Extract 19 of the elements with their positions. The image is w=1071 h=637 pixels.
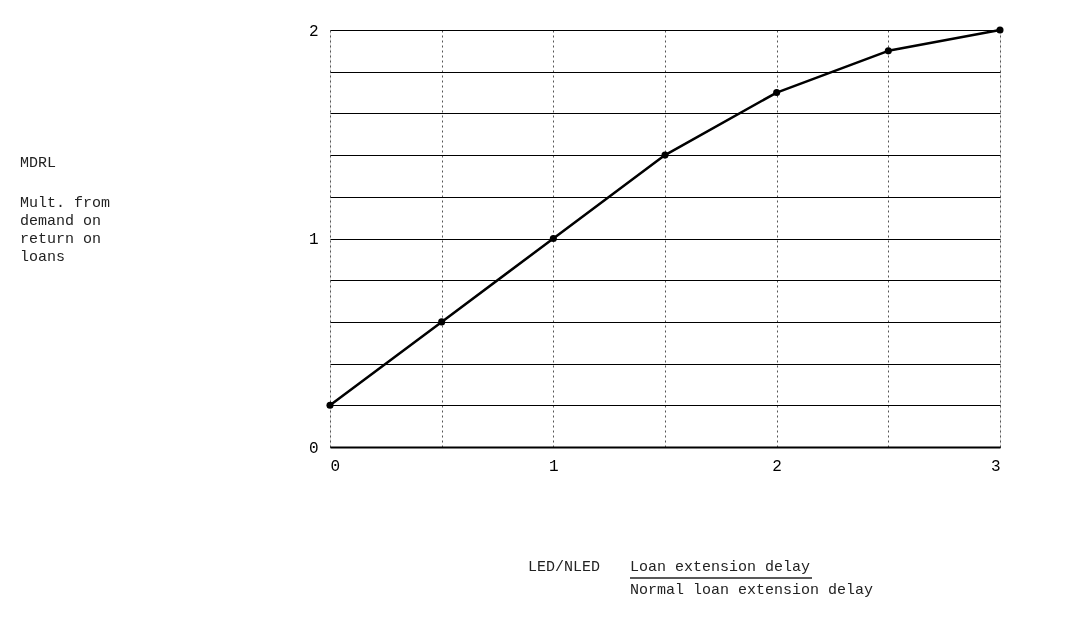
text: Normal loan extension delay <box>630 582 874 599</box>
text: MDRL <box>20 155 57 172</box>
x-tick-label: 0 <box>330 457 341 476</box>
point <box>326 401 334 409</box>
y-tick-label: 1 <box>308 231 319 249</box>
text: Loan extension delay <box>630 559 811 576</box>
point <box>438 318 446 326</box>
text: Mult. from demand on return on loans <box>20 195 111 266</box>
y-tick-label: 2 <box>308 22 319 41</box>
point <box>996 26 1004 34</box>
y-tick-label: 0 <box>308 439 319 458</box>
x-tick-label: 3 <box>990 457 1001 476</box>
point <box>549 234 557 243</box>
text: LED/NLED <box>527 559 600 576</box>
point <box>773 89 781 97</box>
x-tick-label: 1 <box>549 457 559 476</box>
x-tick-label: 2 <box>772 457 782 476</box>
point <box>661 151 669 159</box>
point <box>884 47 892 55</box>
